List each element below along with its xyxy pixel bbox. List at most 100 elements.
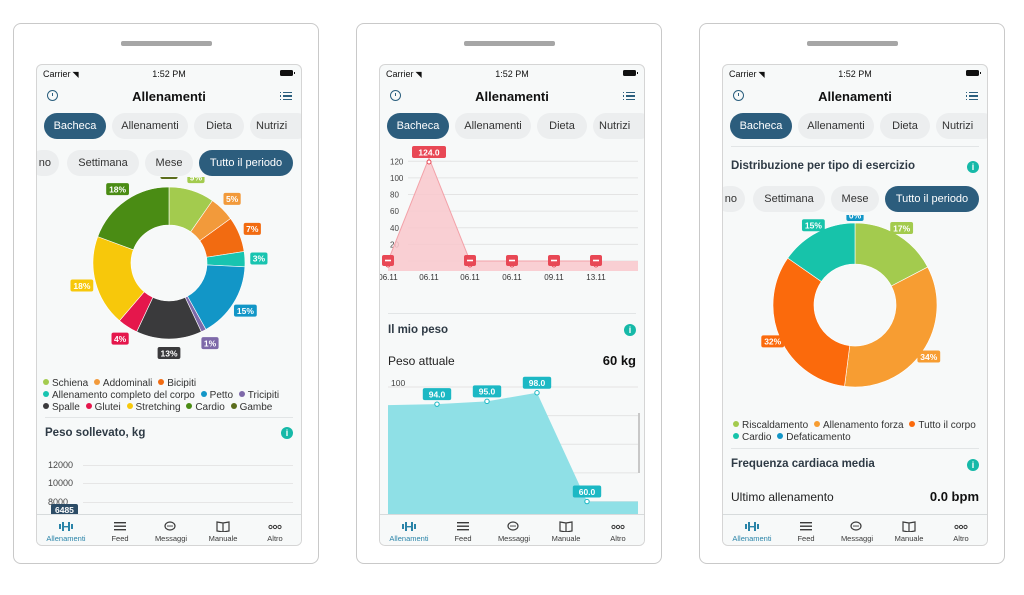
drag-handle[interactable] bbox=[807, 41, 898, 46]
slice-label: 32% bbox=[764, 337, 781, 347]
tab-period-anno[interactable]: no bbox=[37, 150, 59, 176]
bottom-tab-label: Messaggi bbox=[154, 534, 188, 543]
history-clock-icon[interactable] bbox=[47, 90, 58, 101]
bottom-tab-manuale[interactable]: Manuale bbox=[540, 521, 592, 543]
y-tick-label: 40 bbox=[390, 224, 399, 233]
grid-line bbox=[83, 502, 293, 503]
bottom-tab-label: Allenamenti bbox=[46, 534, 86, 543]
bottom-tab-allenamenti[interactable]: Allenamenti bbox=[40, 521, 92, 543]
bottom-tab-messaggi[interactable]: Messaggi bbox=[831, 521, 883, 543]
tab-period-mese[interactable]: Mese bbox=[831, 186, 879, 212]
drag-handle[interactable] bbox=[121, 41, 212, 46]
tab-bacheca[interactable]: Bacheca bbox=[387, 113, 449, 139]
info-icon[interactable]: i bbox=[967, 161, 979, 173]
tab-period-mese[interactable]: Mese bbox=[145, 150, 193, 176]
slice-label-bg bbox=[157, 347, 181, 359]
data-point bbox=[484, 398, 490, 405]
feed-icon bbox=[113, 521, 127, 532]
feed-icon bbox=[456, 521, 470, 532]
bottom-tab-manuale[interactable]: Manuale bbox=[883, 521, 935, 543]
main-tabs: Bacheca Allenamenti Dieta Nutrizi bbox=[723, 113, 987, 139]
period-tabs: no Settimana Mese Tutto il periodo bbox=[37, 150, 301, 176]
info-icon[interactable]: i bbox=[624, 324, 636, 336]
tab-period-tutto[interactable]: Tutto il periodo bbox=[199, 150, 293, 176]
slice-label: 15% bbox=[805, 221, 822, 231]
legend-item: Tutto il corpo bbox=[909, 420, 976, 431]
bottom-tab-label: Manuale bbox=[551, 534, 581, 543]
section-title-my-weight: Il mio peso bbox=[388, 324, 449, 336]
bottom-tab-allenamenti[interactable]: Allenamenti bbox=[383, 521, 435, 543]
list-menu-icon[interactable] bbox=[966, 90, 978, 101]
tab-period-anno[interactable]: no bbox=[723, 186, 745, 212]
tab-dieta[interactable]: Dieta bbox=[880, 113, 930, 139]
bottom-tab-feed[interactable]: Feed bbox=[437, 521, 489, 543]
tab-nutrizione[interactable]: Nutrizi bbox=[250, 113, 301, 139]
heart-rate-value: 0.0 bpm bbox=[929, 489, 979, 504]
tab-period-tutto[interactable]: Tutto il periodo bbox=[885, 186, 979, 212]
tab-allenamenti[interactable]: Allenamenti bbox=[112, 113, 188, 139]
info-icon[interactable]: i bbox=[967, 459, 979, 471]
bottom-tab-feed[interactable]: Feed bbox=[94, 521, 146, 543]
bottom-tab-manuale[interactable]: Manuale bbox=[197, 521, 249, 543]
bottom-tab-messaggi[interactable]: Messaggi bbox=[488, 521, 540, 543]
tab-bacheca[interactable]: Bacheca bbox=[730, 113, 792, 139]
list-menu-icon[interactable] bbox=[623, 90, 635, 101]
legend-item: Riscaldamento bbox=[733, 420, 808, 431]
area-line bbox=[387, 156, 596, 262]
workout-area-chart: 12010080604020006.11124.006.1106.1106.11… bbox=[380, 145, 638, 282]
section-title-weight-lifted: Peso sollevato, kg bbox=[45, 427, 146, 439]
current-weight-label: Peso attuale bbox=[388, 354, 455, 368]
section-divider bbox=[45, 417, 293, 418]
bottom-tab-altro[interactable]: Altro bbox=[935, 521, 987, 543]
data-label-bg bbox=[472, 385, 502, 398]
tab-period-settimana[interactable]: Settimana bbox=[67, 150, 139, 176]
tab-dieta[interactable]: Dieta bbox=[194, 113, 244, 139]
legend-item: Gambe bbox=[230, 402, 272, 413]
tab-dieta[interactable]: Dieta bbox=[537, 113, 587, 139]
empty-marker-dash bbox=[385, 259, 391, 262]
book-icon bbox=[559, 521, 573, 533]
status-bar: Carrier ◥ 1:52 PM bbox=[723, 65, 987, 83]
tab-bacheca[interactable]: Bacheca bbox=[44, 113, 106, 139]
bottom-tab-feed[interactable]: Feed bbox=[780, 521, 832, 543]
tab-allenamenti[interactable]: Allenamenti bbox=[455, 113, 531, 139]
tab-nutrizione[interactable]: Nutrizi bbox=[936, 113, 987, 139]
bottom-tab-messaggi[interactable]: Messaggi bbox=[145, 521, 197, 543]
messages-icon bbox=[850, 521, 864, 532]
slice-label-bg bbox=[106, 183, 129, 196]
phone-screen: Carrier ◥ 1:52 PM Allenamenti Bacheca All… bbox=[379, 64, 645, 546]
battery-icon bbox=[280, 70, 295, 76]
legend-item: Cardio bbox=[186, 402, 225, 413]
slice-label-bg bbox=[250, 252, 268, 265]
data-point bbox=[534, 390, 540, 396]
bottom-tab-altro[interactable]: Altro bbox=[592, 521, 644, 543]
legend-item: Tricipiti bbox=[238, 390, 279, 401]
bottom-tab-label: Feed bbox=[797, 534, 815, 543]
bottom-tab-altro[interactable]: Altro bbox=[249, 521, 301, 543]
data-label: 98.0 bbox=[529, 378, 546, 388]
legend-item: Cardio bbox=[733, 432, 771, 443]
tab-allenamenti[interactable]: Allenamenti bbox=[798, 113, 874, 139]
slice-label-bg bbox=[111, 332, 129, 345]
list-menu-icon[interactable] bbox=[280, 90, 292, 101]
bottom-tab-allenamenti[interactable]: Allenamenti bbox=[726, 521, 778, 543]
main-tabs: Bacheca Allenamenti Dieta Nutrizi bbox=[380, 113, 644, 139]
drag-handle[interactable] bbox=[464, 41, 555, 46]
slice-label: 34% bbox=[920, 352, 937, 362]
data-label: 95.0 bbox=[479, 387, 496, 397]
y-tick-label: 60 bbox=[390, 207, 399, 216]
history-clock-icon[interactable] bbox=[390, 90, 401, 101]
title-bar: Allenamenti bbox=[37, 87, 301, 109]
section-title-distribution: Distribuzione per tipo di esercizio bbox=[731, 160, 916, 172]
tab-period-settimana[interactable]: Settimana bbox=[753, 186, 825, 212]
legend-item: Defaticamento bbox=[777, 432, 851, 443]
screen-card-weight: Carrier ◥ 1:52 PM Allenamenti Bacheca All… bbox=[356, 23, 662, 564]
data-label-bg bbox=[422, 388, 452, 401]
history-clock-icon[interactable] bbox=[733, 90, 744, 101]
tab-nutrizione[interactable]: Nutrizi bbox=[593, 113, 644, 139]
info-icon[interactable]: i bbox=[281, 427, 293, 439]
title-bar: Allenamenti bbox=[723, 87, 987, 109]
carrier-label: Carrier bbox=[729, 69, 757, 79]
x-tick-label: 13.11 bbox=[586, 273, 606, 282]
empty-marker-dash bbox=[509, 259, 515, 262]
